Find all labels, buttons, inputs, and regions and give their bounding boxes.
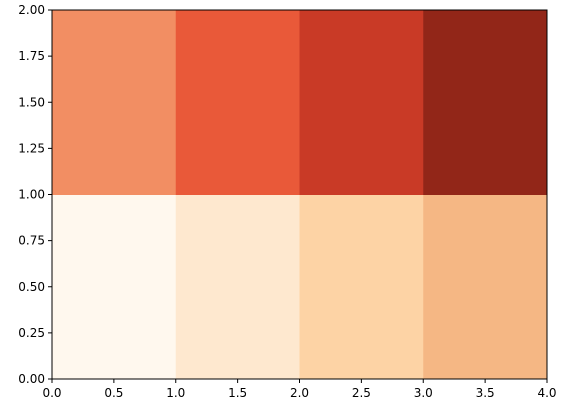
x-tick-label: 0.5 xyxy=(104,386,123,400)
y-tick-label: 1.00 xyxy=(18,188,45,202)
x-tick-label: 3.0 xyxy=(414,386,433,400)
x-tick-label: 2.5 xyxy=(352,386,371,400)
y-tick-label: 2.00 xyxy=(18,3,45,17)
heatmap-cell-r0-c3 xyxy=(423,194,548,380)
x-tick-label: 2.0 xyxy=(290,386,309,400)
heatmap-cell-r1-c2 xyxy=(299,10,424,195)
heatmap-cell-r1-c0 xyxy=(52,10,177,195)
y-tick-label: 0.00 xyxy=(18,372,45,386)
heatmap-cell-r0-c2 xyxy=(299,194,424,380)
y-tick-label: 1.25 xyxy=(18,141,45,155)
y-tick-label: 0.25 xyxy=(18,326,45,340)
x-tick-label: 1.0 xyxy=(166,386,185,400)
heatmap-cell-r0-c0 xyxy=(52,194,177,380)
x-tick-label: 4.0 xyxy=(537,386,556,400)
heatmap-cell-r1-c3 xyxy=(423,10,548,195)
y-tick-label: 0.75 xyxy=(18,234,45,248)
y-tick-label: 1.75 xyxy=(18,49,45,63)
y-tick-label: 1.50 xyxy=(18,95,45,109)
x-tick-label: 3.5 xyxy=(476,386,495,400)
heatmap-cell-r1-c1 xyxy=(175,10,300,195)
x-tick-label: 1.5 xyxy=(228,386,247,400)
x-tick-label: 0.0 xyxy=(42,386,61,400)
y-axis: 0.00 0.25 0.50 0.75 1.00 1.25 1.50 1.75 2.00 xyxy=(18,3,52,386)
x-axis: 0.0 0.5 1.0 1.5 2.0 2.5 3.0 3.5 4.0 xyxy=(42,379,557,400)
heatmap-cell-r0-c1 xyxy=(175,194,300,380)
y-tick-label: 0.50 xyxy=(18,280,45,294)
heatmap-cells xyxy=(52,10,548,380)
